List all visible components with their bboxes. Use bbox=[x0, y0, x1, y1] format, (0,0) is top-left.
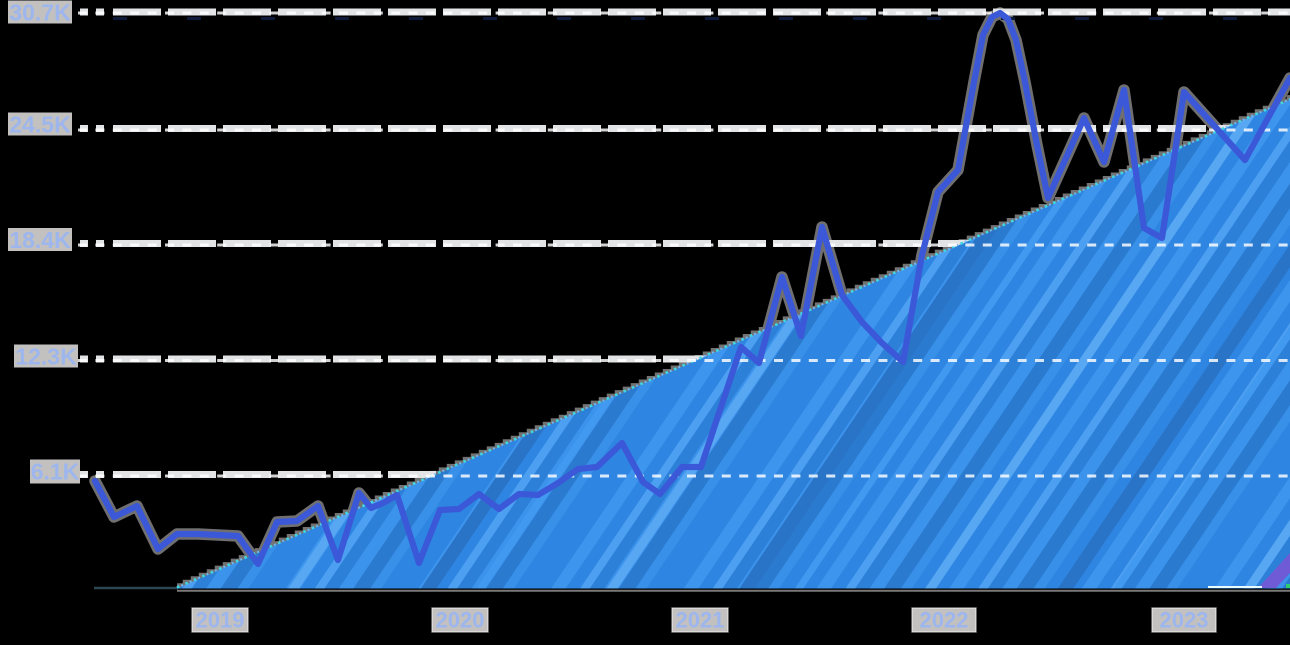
svg-text:6.1K: 6.1K bbox=[31, 459, 80, 485]
svg-text:2019: 2019 bbox=[196, 608, 245, 633]
svg-text:18.4K: 18.4K bbox=[9, 227, 71, 253]
svg-text:2023: 2023 bbox=[1160, 608, 1209, 633]
svg-text:12.3K: 12.3K bbox=[15, 344, 77, 370]
svg-text:2022: 2022 bbox=[920, 608, 969, 633]
svg-text:2021: 2021 bbox=[676, 608, 725, 633]
svg-text:2020: 2020 bbox=[436, 608, 485, 633]
svg-text:24.5K: 24.5K bbox=[9, 112, 71, 138]
svg-text:30.7K: 30.7K bbox=[9, 0, 71, 26]
